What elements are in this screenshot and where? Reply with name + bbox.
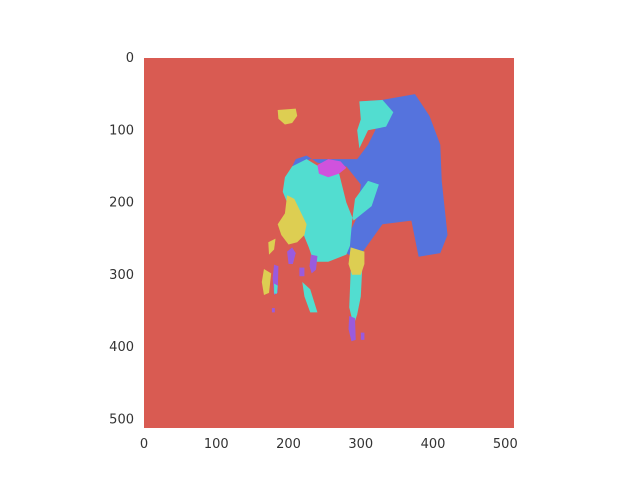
y-tick-label: 500 xyxy=(109,412,134,427)
y-tick-label: 200 xyxy=(109,196,134,211)
x-tick-label: 200 xyxy=(276,437,301,452)
segment-region xyxy=(271,308,275,313)
x-tick-label: 300 xyxy=(348,437,373,452)
x-tick-label: 500 xyxy=(493,437,518,452)
x-tick-label: 100 xyxy=(204,437,229,452)
segment-region xyxy=(287,247,296,264)
segment-region xyxy=(292,94,448,261)
y-tick-label: 0 xyxy=(126,51,134,66)
segment-region xyxy=(261,269,272,296)
segment-region xyxy=(349,267,363,326)
x-tick-label: 400 xyxy=(421,437,446,452)
segment-region xyxy=(302,282,318,313)
segment-region xyxy=(348,315,356,342)
segment-region xyxy=(282,159,379,262)
y-axis: 0 100 200 300 400 500 xyxy=(109,51,134,427)
segment-region xyxy=(357,99,394,149)
y-tick-label: 400 xyxy=(109,340,134,355)
segment-region xyxy=(309,254,318,274)
segment-region xyxy=(299,267,305,277)
segment-region xyxy=(277,108,298,125)
x-axis: 0 100 200 300 400 500 xyxy=(140,437,518,452)
segment-region xyxy=(348,247,365,275)
x-tick-label: 0 xyxy=(140,437,148,452)
segment-region xyxy=(360,332,365,340)
segment-region xyxy=(317,159,347,178)
segment-region xyxy=(277,195,307,245)
y-tick-label: 100 xyxy=(109,123,134,138)
segment-region xyxy=(274,283,278,294)
plot-area xyxy=(144,58,514,428)
y-tick-label: 300 xyxy=(109,268,134,283)
segment-regions xyxy=(261,94,448,342)
segment-region xyxy=(268,238,276,255)
